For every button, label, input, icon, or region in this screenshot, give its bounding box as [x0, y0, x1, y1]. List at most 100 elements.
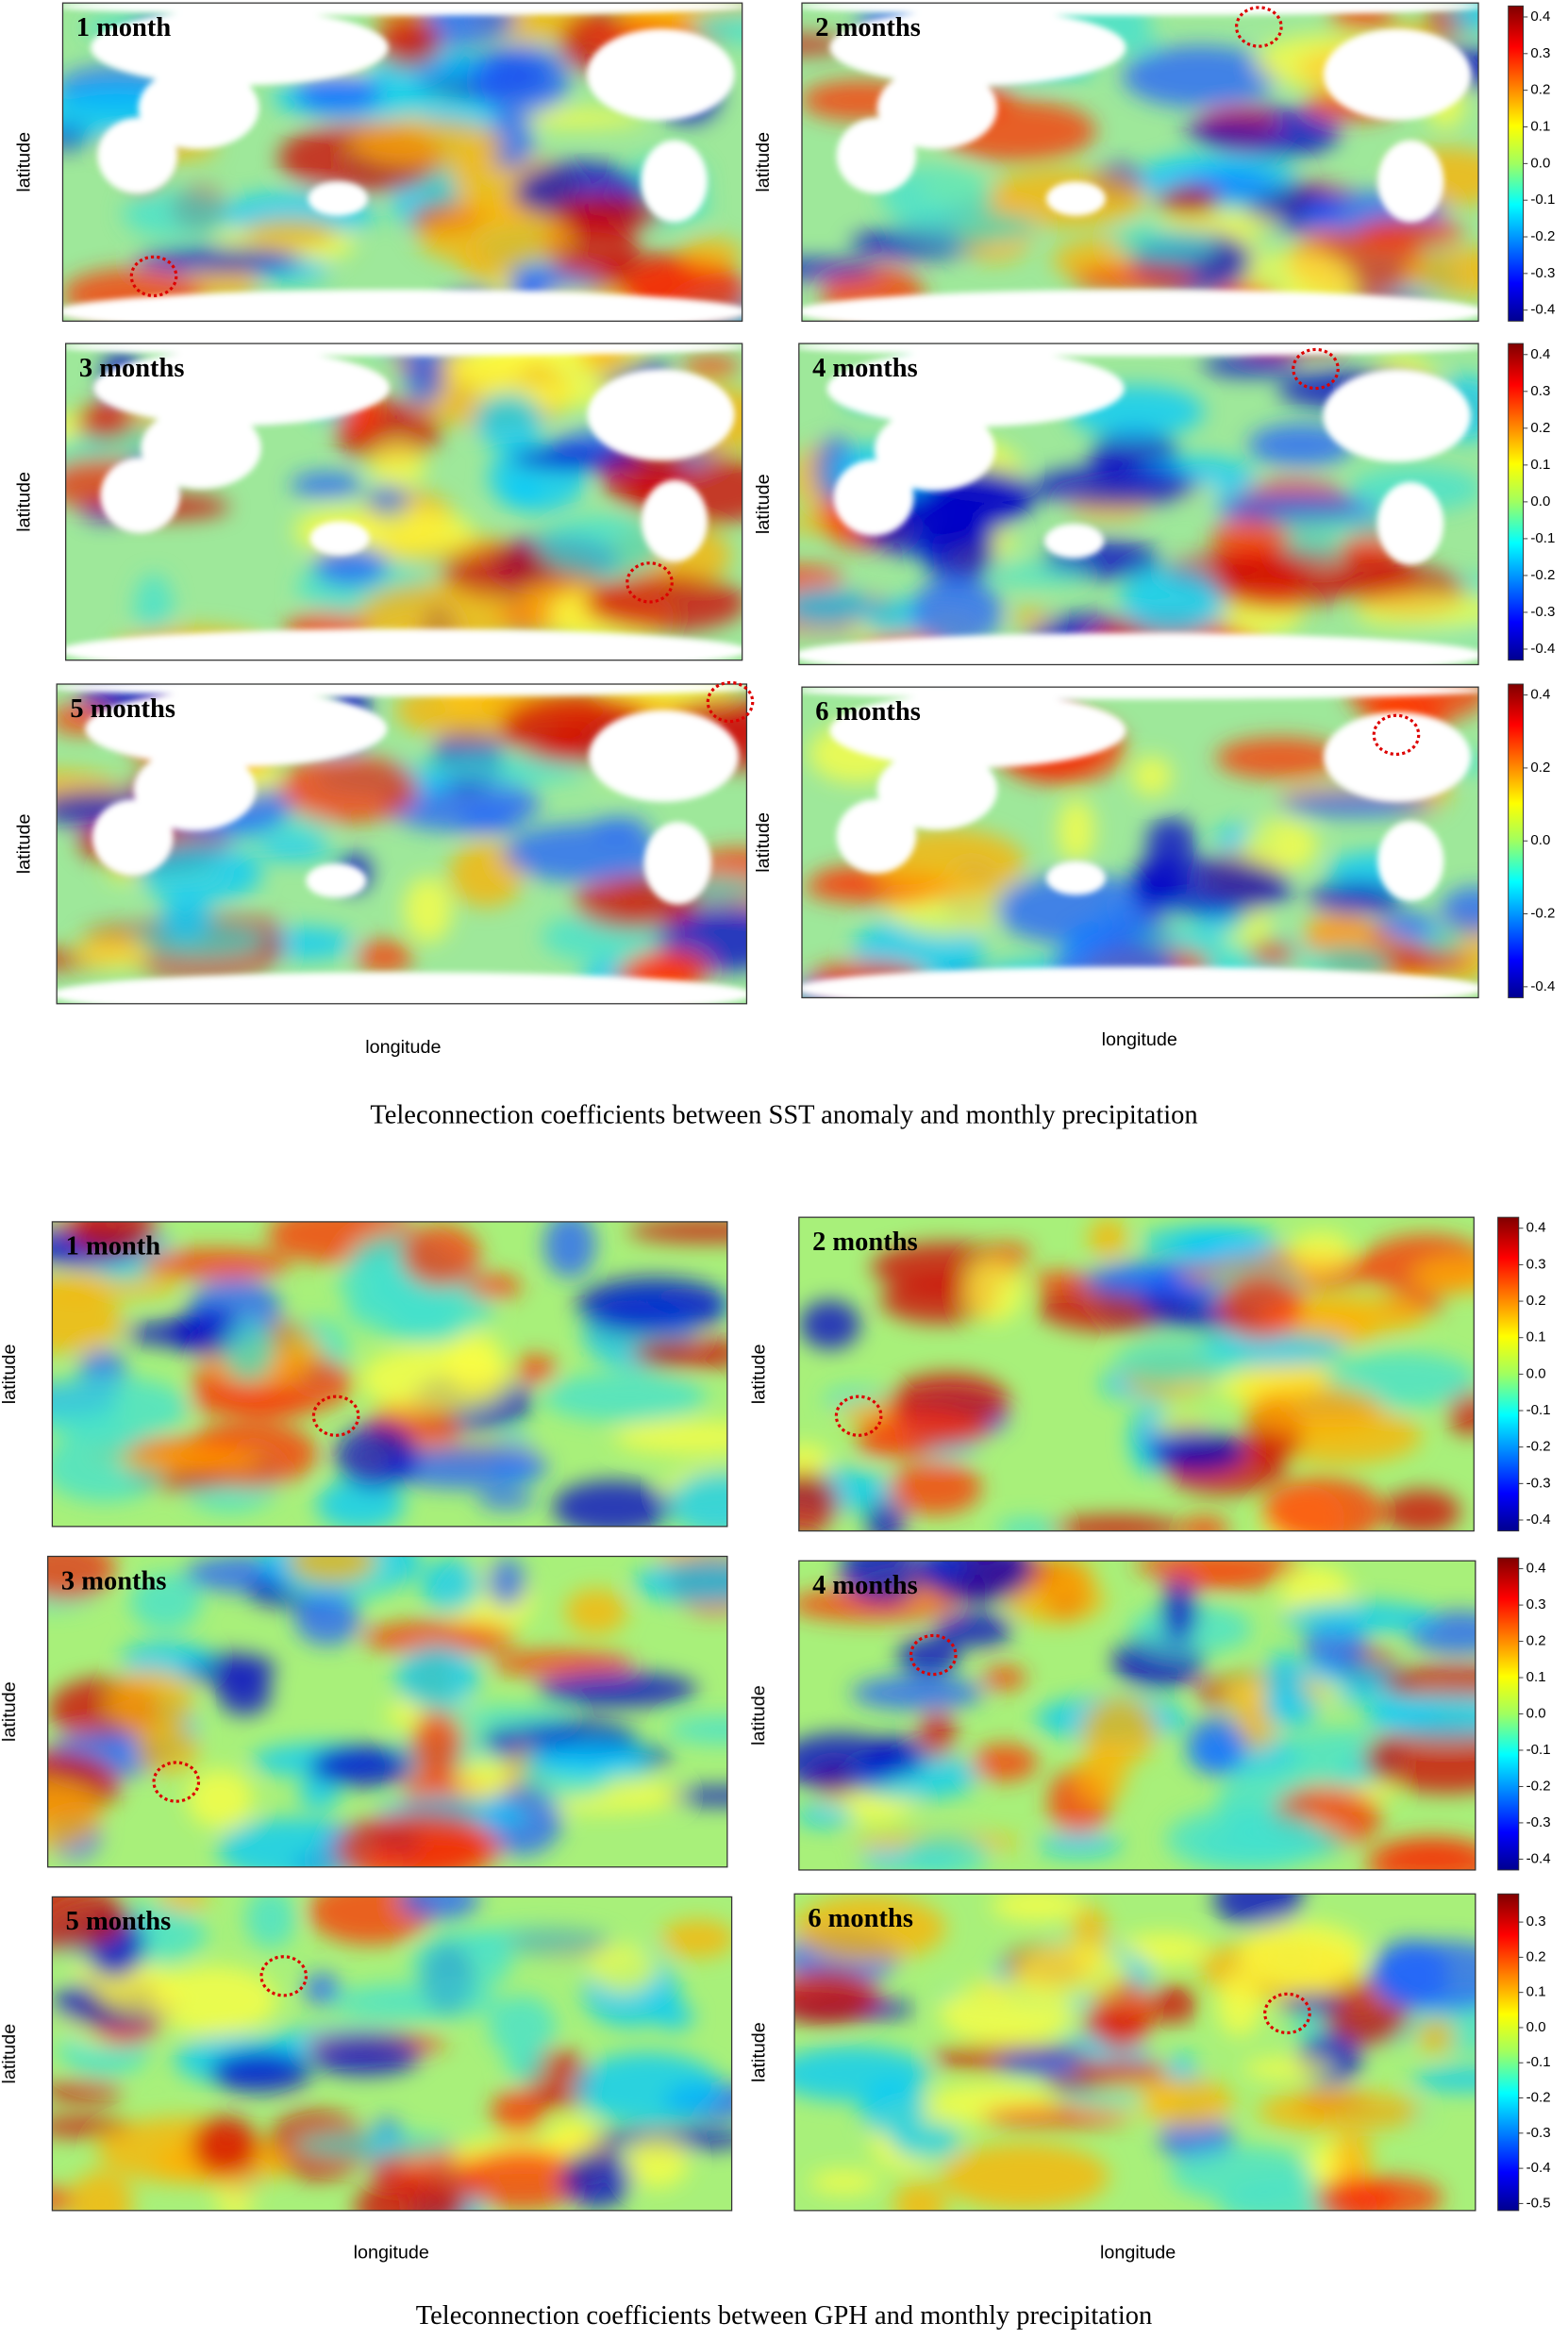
- map-blob: [304, 1972, 341, 2006]
- map-blob: [117, 1447, 263, 1474]
- colorbar-tick-label: -0.1: [1526, 2054, 1551, 2070]
- colorbar-tick-label: 0.3: [1526, 1596, 1546, 1612]
- y-axis-label: latitude: [14, 472, 35, 532]
- map-blob: [513, 1354, 558, 1383]
- map-blob: [1182, 119, 1280, 143]
- map: [798, 343, 1479, 665]
- map-blob: [794, 1968, 880, 2025]
- y-axis-label: latitude: [14, 132, 35, 192]
- map-blob: [257, 838, 332, 861]
- land-mass: [876, 67, 998, 149]
- land-mass: [643, 822, 711, 905]
- map-blob: [1415, 2018, 1455, 2053]
- map-blob: [995, 874, 1163, 945]
- colorbar-tick-label: -0.2: [1526, 1439, 1551, 1455]
- map-blob: [157, 1896, 210, 1911]
- land-mass: [308, 181, 368, 216]
- map-blob: [995, 2049, 1080, 2075]
- map-blob: [458, 809, 520, 833]
- colorbar-tick-label: 0.3: [1526, 1256, 1546, 1272]
- colorbar-tick-label: -0.4: [1526, 1850, 1551, 1866]
- map-blob: [561, 2149, 633, 2209]
- map-blob: [135, 246, 303, 274]
- colorbar-tick-label: 0.1: [1530, 457, 1550, 473]
- map-blob: [359, 1345, 513, 1412]
- map-blob: [919, 1711, 957, 1759]
- figure-caption: Teleconnection coefficients between GPH …: [416, 2301, 1153, 2331]
- map-blob: [491, 2088, 545, 2135]
- map-blob: [415, 203, 571, 267]
- panel-label: 3 months: [79, 354, 185, 383]
- map-blob: [798, 1471, 839, 1531]
- map-blob: [384, 1308, 466, 1343]
- map-blob: [217, 1817, 375, 1867]
- land-mass: [1323, 369, 1471, 462]
- panel-label: 3 months: [61, 1566, 167, 1596]
- map-blob: [76, 402, 135, 440]
- map-blob: [1303, 2160, 1343, 2181]
- land-mass: [587, 369, 735, 460]
- map-blob: [900, 1833, 990, 1870]
- map-blob: [52, 2187, 75, 2211]
- colorbar-tick-label: -0.3: [1526, 1475, 1551, 1491]
- map-blob: [509, 109, 646, 128]
- map-blob: [1122, 45, 1279, 109]
- map-blob: [1243, 819, 1319, 873]
- colorbar-tick-label: -0.3: [1530, 604, 1555, 620]
- map-blob: [1170, 2146, 1314, 2201]
- map-blob: [369, 443, 426, 489]
- panel-frame: [47, 1555, 728, 1868]
- map-blob: [1308, 880, 1404, 916]
- land-mass: [1377, 821, 1444, 902]
- map-blob: [859, 2080, 926, 2136]
- map-blob: [503, 824, 664, 882]
- map-blob: [664, 1786, 727, 1806]
- map-blob: [1076, 1746, 1127, 1803]
- map-blob: [52, 1896, 130, 1951]
- map-blob: [909, 576, 1002, 648]
- map-blob: [309, 2037, 421, 2076]
- y-axis-label: latitude: [748, 2022, 769, 2082]
- colorbar-tick-label: 0.2: [1526, 1948, 1546, 1964]
- colorbar-tick-label: 0.1: [1526, 1984, 1546, 2000]
- map-blob: [1366, 1835, 1476, 1870]
- colorbar-tick-label: 0.2: [1530, 760, 1550, 776]
- land-mass: [57, 972, 747, 1004]
- map-blob: [158, 895, 213, 941]
- colorbar-tick-label: -0.1: [1530, 530, 1555, 546]
- map-blob: [1140, 2078, 1234, 2128]
- land-mass: [836, 798, 917, 874]
- highlight-circle: [909, 1633, 958, 1677]
- colorbar-tick-label: -0.2: [1530, 567, 1555, 583]
- land-mass: [1043, 524, 1105, 559]
- map-blob: [840, 1561, 928, 1603]
- map: [57, 684, 747, 1004]
- map-blob: [632, 1337, 727, 1370]
- map-blob: [293, 2131, 456, 2158]
- land-mass: [306, 863, 367, 898]
- panel-frame: [56, 683, 748, 1005]
- map-blob: [352, 509, 475, 555]
- map-blob: [1187, 1715, 1246, 1776]
- figure-caption: Teleconnection coefficients between SST …: [370, 1100, 1197, 1129]
- map-blob: [150, 1965, 278, 2035]
- land: [801, 687, 1479, 998]
- map-blob: [1032, 465, 1199, 508]
- map-blob: [809, 2170, 879, 2195]
- panel-label: 2 months: [815, 13, 921, 42]
- land-mass: [65, 343, 742, 357]
- colorbar-tick-label: -0.4: [1526, 2160, 1551, 2176]
- land-mass: [833, 459, 914, 536]
- map-blob: [1218, 1273, 1304, 1340]
- land-mass: [586, 28, 735, 121]
- map-blob: [864, 1499, 906, 1531]
- map-blob: [1148, 1430, 1246, 1473]
- map-blob: [290, 472, 363, 498]
- colorbar-tick-label: 0.2: [1530, 420, 1550, 436]
- land: [798, 343, 1479, 665]
- map-blob: [1250, 515, 1418, 538]
- map-blob: [1130, 756, 1173, 796]
- map-blob: [919, 1561, 1033, 1602]
- colorbar-tick-label: -0.4: [1526, 1512, 1551, 1528]
